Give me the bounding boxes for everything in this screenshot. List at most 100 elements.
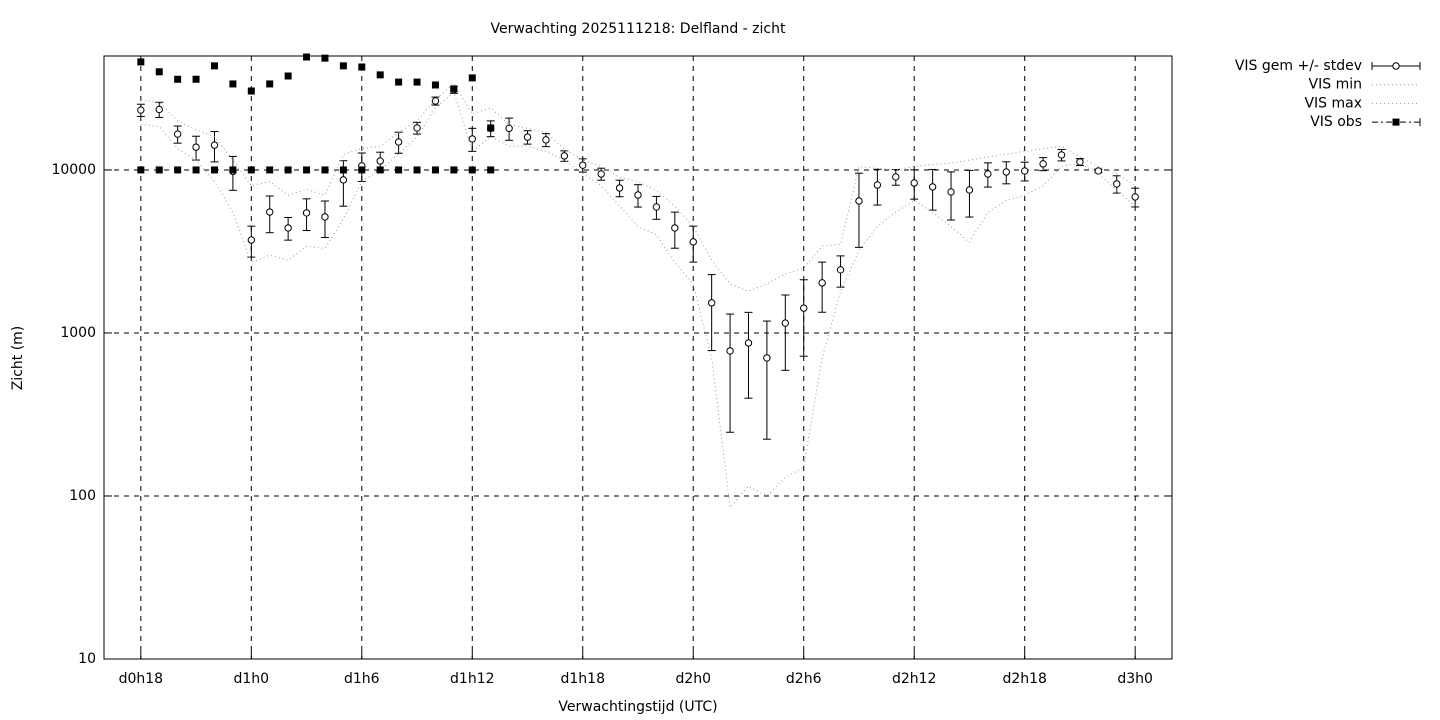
y-tick-label: 100 bbox=[69, 488, 96, 504]
mean-point bbox=[892, 173, 900, 181]
mean-point bbox=[413, 124, 421, 132]
mean-point bbox=[597, 170, 605, 178]
mean-point bbox=[873, 181, 882, 189]
range-line bbox=[140, 91, 1136, 509]
mean-point bbox=[1057, 151, 1066, 159]
mean-point bbox=[266, 208, 274, 216]
mean-point bbox=[284, 224, 292, 232]
y-tick-label: 10000 bbox=[51, 162, 96, 178]
obs-point bbox=[468, 166, 476, 174]
mean-point bbox=[394, 138, 403, 146]
mean-point bbox=[431, 97, 440, 105]
obs-point bbox=[487, 166, 495, 174]
mean-point bbox=[210, 141, 219, 149]
mean-point bbox=[836, 266, 845, 274]
obs-point bbox=[174, 166, 182, 174]
x-tick-label: d0h18 bbox=[119, 671, 163, 687]
mean-point bbox=[1113, 180, 1121, 188]
obs-point bbox=[155, 68, 163, 76]
mean-point bbox=[615, 184, 624, 192]
plot-frame bbox=[103, 55, 1173, 660]
legend-label: VIS gem +/- stdev bbox=[1235, 58, 1362, 74]
obs-point bbox=[192, 166, 200, 174]
obs-point bbox=[376, 166, 384, 174]
mean-point bbox=[247, 236, 256, 244]
obs-point bbox=[284, 166, 292, 174]
obs-point bbox=[229, 80, 237, 88]
y-tick-label: 1000 bbox=[60, 325, 96, 341]
obs-point bbox=[468, 74, 476, 82]
mean-point bbox=[1094, 167, 1103, 175]
mean-point bbox=[928, 183, 937, 191]
mean-point bbox=[707, 299, 716, 307]
obs-point bbox=[395, 166, 403, 174]
mean-point bbox=[947, 188, 955, 196]
y-tick-label: 10 bbox=[78, 651, 96, 667]
mean-point bbox=[321, 213, 329, 221]
obs-point bbox=[303, 166, 311, 174]
mean-point bbox=[965, 186, 974, 194]
obs-point bbox=[487, 124, 495, 132]
mean-point bbox=[579, 161, 587, 169]
obs-point bbox=[395, 78, 403, 86]
mean-point bbox=[155, 105, 163, 114]
mean-point bbox=[1131, 193, 1139, 201]
mean-point bbox=[984, 170, 992, 178]
obs-point bbox=[266, 80, 274, 88]
obs-point bbox=[339, 166, 347, 174]
obs-point bbox=[376, 71, 384, 79]
obs-point bbox=[321, 54, 329, 62]
obs-point bbox=[229, 166, 237, 174]
x-axis-label: Verwachtingstijd (UTC) bbox=[558, 699, 717, 715]
mean-point bbox=[689, 238, 697, 246]
x-tick-label: d2h0 bbox=[675, 671, 711, 687]
mean-point bbox=[671, 224, 679, 232]
obs-point bbox=[247, 87, 255, 95]
mean-point bbox=[468, 135, 476, 143]
mean-point bbox=[560, 152, 569, 160]
mean-point bbox=[1039, 160, 1047, 168]
x-tick-label: d2h6 bbox=[786, 671, 822, 687]
obs-point bbox=[137, 58, 145, 66]
obs-point bbox=[284, 72, 292, 80]
legend-marker bbox=[1392, 118, 1400, 126]
obs-point bbox=[431, 81, 439, 89]
chart-title: Verwachting 2025111218: Delfland - zicht bbox=[491, 21, 786, 37]
obs-point bbox=[431, 166, 439, 174]
legend-label: VIS max bbox=[1304, 95, 1362, 111]
legend-label: VIS obs bbox=[1310, 114, 1362, 130]
obs-point bbox=[210, 62, 218, 70]
mean-point bbox=[910, 179, 918, 187]
mean-point bbox=[763, 354, 771, 362]
mean-point bbox=[781, 319, 790, 327]
obs-point bbox=[192, 75, 200, 83]
mean-point bbox=[542, 136, 550, 144]
obs-point bbox=[247, 166, 255, 174]
obs-point bbox=[266, 166, 274, 174]
mean-point bbox=[634, 191, 642, 199]
x-tick-label: d1h0 bbox=[234, 671, 270, 687]
mean-point bbox=[339, 176, 348, 184]
obs-point bbox=[339, 62, 347, 70]
mean-point bbox=[818, 279, 826, 287]
mean-point bbox=[505, 124, 513, 133]
mean-point bbox=[192, 143, 200, 151]
x-tick-label: d2h18 bbox=[1002, 671, 1046, 687]
obs-point bbox=[358, 63, 366, 71]
mean-point bbox=[726, 347, 734, 355]
mean-point bbox=[744, 339, 753, 347]
mean-point bbox=[1020, 167, 1029, 175]
obs-point bbox=[155, 166, 163, 174]
obs-point bbox=[137, 166, 145, 174]
obs-point bbox=[174, 75, 182, 83]
obs-point bbox=[450, 85, 458, 93]
obs-point bbox=[450, 166, 458, 174]
y-axis-label: Zicht (m) bbox=[10, 326, 26, 391]
mean-point bbox=[652, 203, 661, 211]
x-tick-label: d1h12 bbox=[450, 671, 494, 687]
obs-point bbox=[358, 166, 366, 174]
mean-point bbox=[137, 106, 145, 114]
mean-point bbox=[800, 304, 808, 312]
obs-point bbox=[413, 78, 421, 86]
